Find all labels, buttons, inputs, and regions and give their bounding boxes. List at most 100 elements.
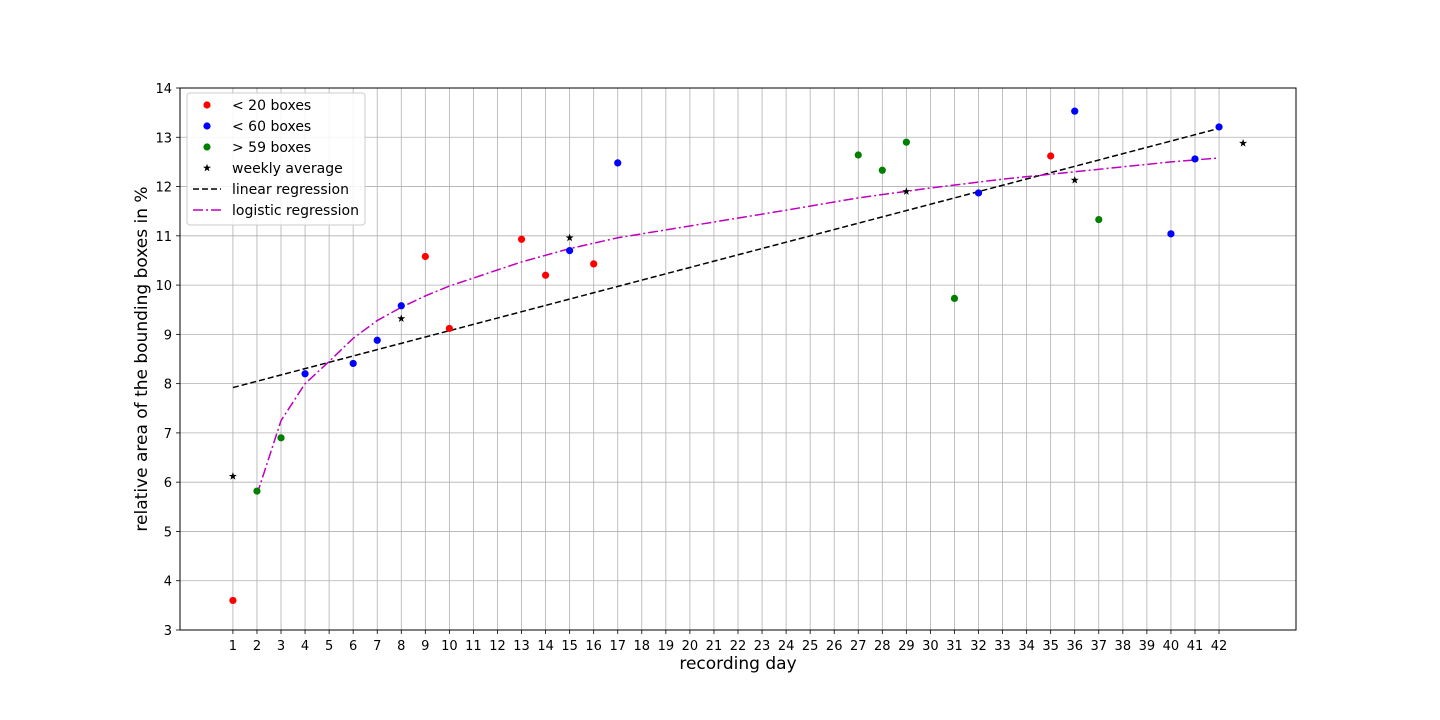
x-tick-label: 15 xyxy=(561,639,578,654)
x-tick-label: 16 xyxy=(585,639,602,654)
legend-label: linear regression xyxy=(232,182,349,198)
x-tick-label: 6 xyxy=(349,639,357,654)
x-tick-label: 28 xyxy=(874,639,891,654)
legend-label: logistic regression xyxy=(232,203,359,219)
data-point xyxy=(854,151,862,159)
x-tick-label: 30 xyxy=(922,639,939,654)
x-tick-label: 20 xyxy=(682,639,699,654)
x-tick-label: 18 xyxy=(634,639,651,654)
x-tick-label: 14 xyxy=(537,639,554,654)
data-point xyxy=(301,370,309,378)
ticks: 1 2 3 4 5 6 7 8 9 10 11 12 13 14 15 16 17 18 19 20 21 22 23 24 2… xyxy=(155,82,1227,654)
data-point xyxy=(421,252,429,261)
data-point xyxy=(878,166,886,174)
x-tick-label: 3 xyxy=(277,639,285,654)
data-point xyxy=(445,324,453,333)
x-tick-label: 31 xyxy=(946,639,963,654)
weekly-average-point xyxy=(1070,175,1079,184)
x-tick-label: 33 xyxy=(994,639,1011,654)
series-line xyxy=(232,127,1220,389)
x-tick-label: 17 xyxy=(609,639,626,654)
data-point xyxy=(902,138,910,146)
x-tick-label: 32 xyxy=(970,639,987,654)
x-tick-label: 37 xyxy=(1091,639,1108,654)
legend-marker-swatch xyxy=(203,122,211,130)
x-tick-label: 24 xyxy=(778,639,795,654)
x-tick-label: 34 xyxy=(1018,639,1035,654)
x-tick-label: 2 xyxy=(253,639,261,654)
x-tick-label: 1 xyxy=(229,639,237,654)
x-tick-label: 29 xyxy=(898,639,915,654)
x-tick-label: 19 xyxy=(658,639,675,654)
y-tick-label: 4 xyxy=(164,575,172,590)
data-point xyxy=(229,596,237,605)
x-tick-label: 39 xyxy=(1139,639,1156,654)
x-tick-label: 11 xyxy=(465,639,482,654)
y-tick-label: 12 xyxy=(155,181,172,196)
x-tick-label: 8 xyxy=(397,639,405,654)
x-tick-label: 26 xyxy=(826,639,843,654)
y-tick-label: 11 xyxy=(155,230,172,245)
x-tick-label: 35 xyxy=(1042,639,1059,654)
data-point xyxy=(566,247,574,255)
x-tick-label: 7 xyxy=(373,639,381,654)
weekly-average-point xyxy=(902,187,911,195)
legend-label: > 59 boxes xyxy=(232,140,311,156)
y-tick-label: 7 xyxy=(164,427,172,442)
y-axis-label: relative area of the bounding boxes in % xyxy=(132,186,152,531)
data-point xyxy=(517,235,526,243)
weekly-average-point xyxy=(397,314,406,322)
y-tick-label: 9 xyxy=(164,328,172,343)
x-axis-label: recording day xyxy=(679,654,796,674)
legend-label: < 60 boxes xyxy=(232,119,311,135)
x-tick-label: 12 xyxy=(489,639,506,654)
y-tick-label: 3 xyxy=(164,624,172,639)
x-tick-label: 4 xyxy=(301,639,309,654)
data-point xyxy=(277,434,285,442)
data-point xyxy=(1071,107,1079,115)
data-point xyxy=(590,260,598,268)
x-tick-label: 5 xyxy=(325,639,333,654)
data-point xyxy=(950,294,959,302)
y-tick-label: 5 xyxy=(164,525,172,540)
data-point xyxy=(1167,230,1175,238)
data-point xyxy=(253,487,261,495)
data-point xyxy=(1095,215,1103,224)
y-tick-label: 6 xyxy=(164,476,172,491)
x-tick-label: 25 xyxy=(802,639,819,654)
data-point xyxy=(397,302,405,310)
y-tick-label: 14 xyxy=(155,82,172,97)
x-tick-label: 21 xyxy=(706,639,723,654)
legend-box xyxy=(186,92,366,226)
data-point xyxy=(614,159,622,167)
x-tick-label: 42 xyxy=(1211,639,1228,654)
data-point xyxy=(349,359,357,368)
y-tick-label: 10 xyxy=(155,279,172,294)
weekly-average-point xyxy=(565,233,574,242)
x-tick-label: 40 xyxy=(1163,639,1180,654)
x-tick-label: 13 xyxy=(513,639,530,654)
legend-marker-swatch xyxy=(203,143,211,151)
data-point xyxy=(1215,123,1223,131)
data-point xyxy=(373,336,381,344)
x-tick-label: 23 xyxy=(754,639,771,654)
data-point xyxy=(974,189,983,197)
x-tick-label: 10 xyxy=(441,639,458,654)
x-tick-label: 22 xyxy=(730,639,747,654)
data-point xyxy=(1047,152,1055,160)
y-tick-label: 8 xyxy=(164,378,172,393)
legend-star-swatch xyxy=(203,163,211,172)
legend-marker-swatch xyxy=(203,101,211,109)
series-layer xyxy=(228,107,1248,605)
x-tick-label: 38 xyxy=(1115,639,1132,654)
legend: < 20 boxes < 60 boxes > 59 boxes weekly ave… xyxy=(186,92,366,226)
weekly-average-point xyxy=(1239,138,1248,147)
x-tick-label: 41 xyxy=(1187,639,1204,654)
x-tick-label: 9 xyxy=(421,639,429,654)
y-tick-label: 13 xyxy=(155,131,172,146)
data-point xyxy=(1191,155,1199,163)
weekly-average-point xyxy=(228,472,237,480)
data-point xyxy=(541,271,550,279)
legend-label: < 20 boxes xyxy=(232,98,311,114)
